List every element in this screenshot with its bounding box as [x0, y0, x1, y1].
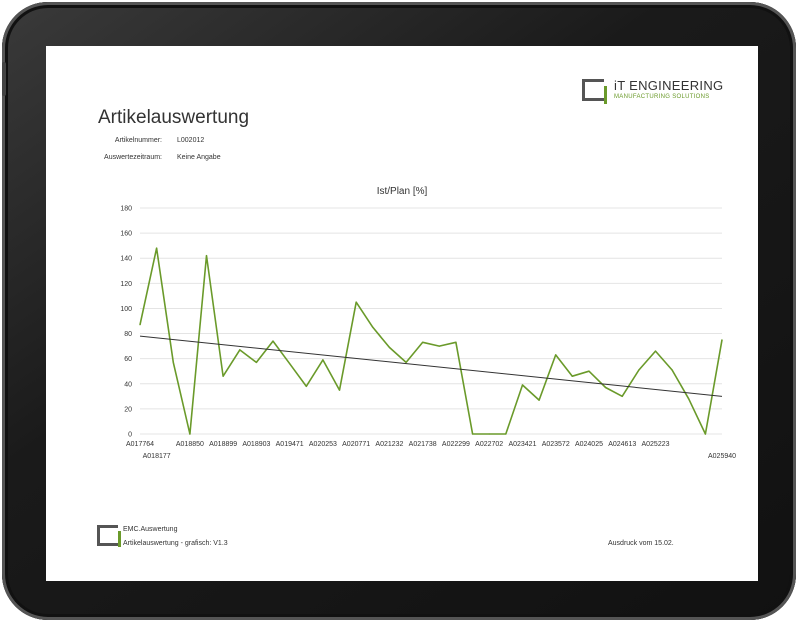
x-tick-label: A020771: [342, 441, 370, 448]
x-tick-label: A019471: [276, 441, 304, 448]
data-point: [638, 369, 640, 371]
y-tick-label: 0: [128, 432, 132, 439]
data-point: [438, 345, 440, 347]
data-point: [671, 369, 673, 371]
y-tick-label: 40: [124, 381, 132, 388]
x-tick-label: A022299: [442, 441, 470, 448]
data-point: [704, 433, 706, 435]
data-point: [255, 361, 257, 364]
data-point: [338, 389, 341, 391]
data-point: [239, 349, 241, 351]
y-tick-label: 60: [124, 356, 132, 363]
data-point: [272, 340, 274, 342]
data-point: [205, 255, 208, 257]
x-tick-label: A022702: [475, 441, 503, 448]
data-point: [538, 399, 540, 401]
chart-title: Ist/Plan [%]: [376, 186, 428, 197]
article-number-label: Artikelnummer:: [114, 137, 162, 144]
tablet-side-button: [2, 62, 6, 96]
data-point: [355, 301, 357, 303]
data-point: [388, 346, 391, 348]
footer-print-date: Ausdruck vom 15.02.: [608, 540, 674, 547]
x-tick-label: A023421: [508, 441, 536, 448]
article-number-value: L002012: [177, 137, 205, 144]
data-point: [189, 433, 191, 435]
y-tick-label: 160: [120, 231, 132, 238]
data-point: [588, 370, 590, 372]
data-point: [471, 433, 474, 435]
data-point: [654, 350, 657, 352]
evaluation-period-value: Keine Angabe: [177, 154, 221, 161]
line-chart: 0 20 40 60 80 100 120 140 160 180 A017764 A018177 A0…: [120, 206, 736, 461]
x-tick-label: A018850: [176, 441, 204, 448]
company-logo: iT ENGINEERING MANUFACTURING SOLUTIONS: [582, 78, 752, 105]
data-point: [156, 247, 158, 249]
data-point: [521, 384, 524, 386]
x-tick-label: A017764: [126, 441, 154, 448]
data-point: [688, 398, 690, 400]
y-tick-label: 180: [120, 206, 132, 213]
data-point: [605, 386, 607, 389]
data-point: [405, 361, 407, 364]
x-tick-label: A020253: [309, 441, 337, 448]
data-point: [422, 341, 424, 343]
logo-title: iT ENGINEERING: [614, 78, 724, 93]
data-point: [289, 363, 291, 365]
footer-version: Artikelauswertung - grafisch: V1.3: [123, 540, 228, 547]
x-tick-label: A018177: [143, 453, 171, 460]
y-tick-label: 20: [124, 406, 132, 413]
evaluation-period-label: Auswertezeitraum:: [104, 154, 162, 161]
trend-line: [139, 335, 723, 397]
data-point: [372, 326, 374, 328]
logo-mark-icon: [582, 79, 607, 104]
x-tick-label: A024613: [608, 441, 636, 448]
y-tick-label: 100: [120, 306, 132, 313]
data-point: [222, 375, 224, 377]
x-tick-label: A021232: [375, 441, 403, 448]
x-tick-label: A025940: [708, 453, 736, 460]
data-point: [305, 385, 307, 387]
data-point: [555, 354, 557, 356]
data-point: [322, 359, 324, 361]
data-point: [139, 324, 141, 326]
page-title: Artikelauswertung: [98, 107, 250, 128]
data-point: [172, 361, 174, 364]
logo-subtitle: MANUFACTURING SOLUTIONS: [614, 94, 710, 100]
data-point: [505, 433, 507, 435]
x-tick-label: A021738: [409, 441, 437, 448]
y-tick-label: 140: [120, 256, 132, 263]
report-screen: iT ENGINEERING MANUFACTURING SOLUTIONS A…: [46, 46, 758, 581]
y-tick-label: 80: [124, 331, 132, 338]
footer-app-name: EMC.Auswertung: [123, 526, 178, 533]
x-tick-label: A024025: [575, 441, 603, 448]
footer-logo-icon: [97, 525, 121, 547]
series-line: [139, 247, 723, 435]
data-point: [571, 375, 573, 377]
y-tick-label: 120: [120, 281, 132, 288]
data-point: [488, 433, 490, 435]
data-point: [621, 395, 623, 397]
data-point: [455, 341, 457, 343]
x-tick-label: A018903: [242, 441, 270, 448]
data-point: [721, 339, 723, 341]
x-tick-label: A025223: [641, 441, 669, 448]
x-tick-label: A018899: [209, 441, 237, 448]
x-tick-label: A023572: [542, 441, 570, 448]
